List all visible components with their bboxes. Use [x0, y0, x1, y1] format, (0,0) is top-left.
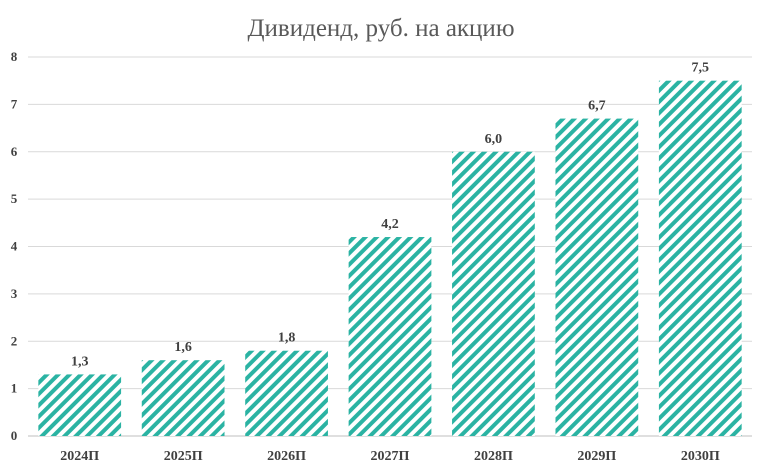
- bars: [38, 80, 742, 437]
- bar-2030П: [658, 80, 742, 436]
- y-tick-label: 5: [11, 191, 18, 206]
- y-axis: 0 1 2 3 4 5 6 7 8: [11, 49, 18, 443]
- bar-2024П: [38, 374, 122, 436]
- y-tick-label: 1: [11, 381, 18, 396]
- bar-2029П: [555, 118, 639, 437]
- bar-2028П: [452, 151, 535, 436]
- x-tick-label: 2028П: [474, 449, 513, 464]
- y-tick-label: 0: [11, 428, 18, 443]
- data-label: 1,8: [278, 331, 296, 346]
- bar-2025П: [141, 360, 225, 436]
- x-tick-label: 2026П: [267, 449, 306, 464]
- x-tick-label: 2029П: [577, 449, 616, 464]
- y-tick-label: 2: [11, 333, 18, 348]
- data-labels: 1,3 1,6 1,8 4,2 6,0 6,7 7,5: [71, 61, 709, 370]
- x-tick-label: 2030П: [681, 449, 720, 464]
- data-label: 7,5: [692, 61, 710, 76]
- bar-2026П: [245, 350, 328, 436]
- data-label: 1,6: [174, 340, 192, 355]
- data-label: 4,2: [381, 217, 399, 232]
- data-label: 6,0: [485, 132, 503, 147]
- bar-2027П: [348, 237, 432, 436]
- y-tick-label: 6: [11, 144, 18, 159]
- data-label: 6,7: [588, 99, 606, 114]
- data-label: 1,3: [71, 354, 89, 369]
- y-tick-label: 3: [11, 286, 18, 301]
- x-tick-label: 2025П: [164, 449, 203, 464]
- x-tick-label: 2027П: [371, 449, 410, 464]
- chart-title: Дивиденд, руб. на акцию: [248, 15, 515, 42]
- y-tick-label: 8: [11, 49, 18, 64]
- y-tick-label: 4: [11, 239, 18, 254]
- y-tick-label: 7: [11, 96, 18, 111]
- x-axis: 2024П 2025П 2026П 2027П 2028П 2029П 2030П: [60, 449, 720, 464]
- x-tick-label: 2024П: [60, 449, 99, 464]
